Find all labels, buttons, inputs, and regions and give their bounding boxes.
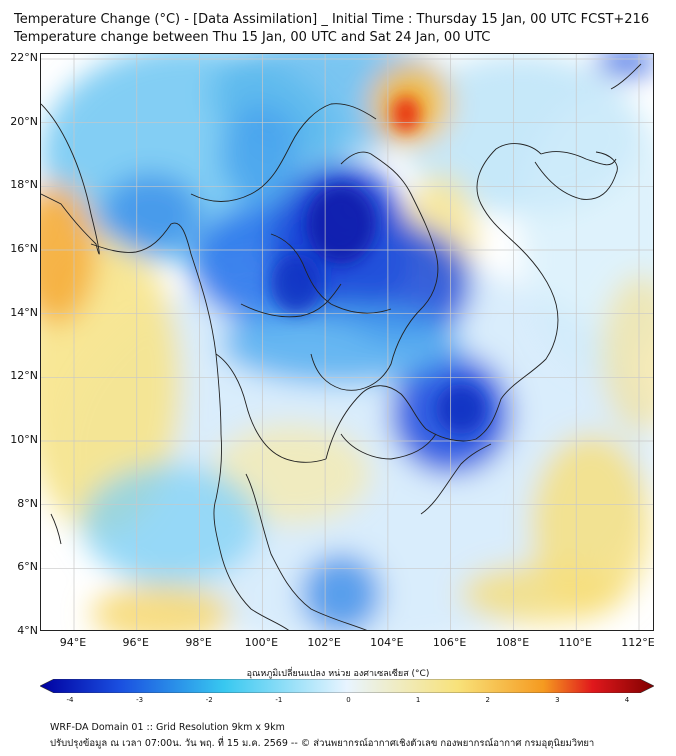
lon-tick-label: 108°E bbox=[495, 636, 530, 649]
colorbar-tick-label: -1 bbox=[275, 696, 283, 704]
lon-tick-label: 102°E bbox=[307, 636, 341, 649]
colorbar-tick-label: 3 bbox=[555, 696, 560, 704]
colorbar-tick-label: 4 bbox=[624, 696, 630, 704]
lat-tick-label: 18°N bbox=[10, 178, 38, 192]
lon-tick-label: 110°E bbox=[558, 636, 592, 649]
graticule bbox=[41, 54, 653, 630]
lat-tick-label: 6°N bbox=[17, 560, 38, 574]
footer-update-info: ปรับปรุงข้อมูล ณ เวลา 07:00น. วัน พฤ. ที… bbox=[50, 738, 595, 749]
lat-tick-label: 14°N bbox=[10, 305, 38, 319]
lon-tick-label: 96°E bbox=[122, 636, 149, 649]
colorbar-title: อุณหภูมิเปลี่ยนแปลง หน่วย องศาเซลเซียส (… bbox=[246, 669, 430, 679]
lat-tick-label: 8°N bbox=[17, 496, 38, 510]
lat-tick-label: 12°N bbox=[10, 369, 38, 383]
colorbar-tick-label: -2 bbox=[205, 696, 213, 704]
temperature-change-map bbox=[40, 53, 654, 631]
colorbar-tick-label: -4 bbox=[66, 696, 74, 704]
coastlines-and-borders bbox=[41, 63, 642, 630]
lat-tick-label: 10°N bbox=[10, 433, 38, 446]
map-title: Temperature Change (°C) - [Data Assimila… bbox=[14, 12, 650, 27]
colorbar-tick-label: 2 bbox=[485, 696, 490, 704]
colorbar-tick-label: 1 bbox=[415, 696, 421, 704]
lon-tick-label: 104°E bbox=[370, 636, 404, 649]
map-subtitle: Temperature change between Thu 15 Jan, 0… bbox=[14, 30, 491, 45]
lon-tick-label: 106°E bbox=[432, 636, 467, 649]
lat-tick-label: 20°N bbox=[10, 114, 38, 128]
lat-tick-label: 4°N bbox=[17, 624, 38, 637]
temperature-field bbox=[41, 54, 653, 630]
lat-tick-label: 16°N bbox=[10, 242, 38, 255]
lat-tick-label: 22°N bbox=[10, 51, 38, 64]
lon-tick-label: 98°E bbox=[185, 636, 212, 649]
colorbar-gradient bbox=[39, 678, 655, 694]
lon-tick-label: 100°E bbox=[244, 636, 279, 649]
colorbar bbox=[39, 678, 655, 694]
colorbar-tick-label: 0 bbox=[346, 696, 351, 704]
lon-tick-label: 94°E bbox=[59, 636, 87, 649]
colorbar-tick-label: -3 bbox=[136, 696, 144, 704]
lon-tick-label: 112°E bbox=[621, 636, 655, 649]
footer-model-info: WRF-DA Domain 01 :: Grid Resolution 9km … bbox=[50, 722, 285, 733]
